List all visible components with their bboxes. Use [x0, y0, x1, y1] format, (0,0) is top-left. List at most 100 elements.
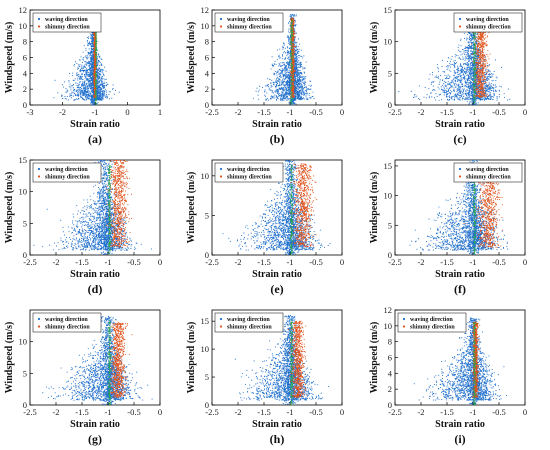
point-waving — [285, 72, 287, 74]
point-waving — [286, 82, 288, 84]
point-waving — [104, 88, 106, 90]
point-waving — [105, 82, 107, 84]
point-waving — [81, 81, 84, 83]
point-waving — [303, 78, 305, 80]
point-waving — [87, 51, 89, 53]
point-waving — [99, 87, 101, 89]
point-waving — [88, 85, 90, 87]
point-waving — [112, 84, 114, 86]
point-waving — [103, 69, 105, 71]
point-waving — [68, 81, 70, 83]
point-waving — [96, 91, 98, 93]
point-shimmy — [94, 63, 96, 65]
point-waving — [90, 77, 92, 79]
point-waving — [282, 68, 284, 70]
point-waving — [75, 82, 77, 84]
point-waving — [78, 90, 80, 92]
point-band — [96, 65, 98, 67]
point-waving — [87, 53, 89, 55]
point-waving — [271, 85, 273, 87]
point-waving — [64, 81, 66, 83]
point-waving — [293, 97, 295, 99]
point-waving — [101, 93, 103, 95]
point-waving — [295, 64, 297, 66]
point-waving — [101, 99, 103, 101]
point-waving — [85, 97, 87, 99]
point-waving — [287, 94, 289, 96]
point-band — [95, 93, 97, 95]
point-waving — [89, 75, 92, 77]
point-shimmy — [94, 32, 96, 34]
point-waving — [284, 69, 286, 71]
point-waving — [77, 85, 79, 87]
point-waving — [104, 90, 106, 92]
point-waving — [70, 89, 72, 91]
point-waving — [79, 89, 81, 91]
point-waving — [256, 87, 258, 89]
point-waving — [80, 88, 82, 90]
point-waving — [297, 83, 300, 85]
point-waving — [91, 84, 93, 87]
point-waving — [90, 42, 92, 44]
point-waving — [294, 72, 296, 75]
point-waving — [91, 88, 93, 90]
point-waving — [278, 62, 280, 64]
point-waving — [282, 76, 284, 78]
point-waving — [103, 92, 105, 94]
point-waving — [298, 81, 300, 83]
point-waving — [91, 61, 93, 63]
point-waving — [86, 93, 88, 95]
point-waving — [90, 36, 92, 38]
point-waving — [272, 95, 274, 98]
point-waving — [295, 53, 297, 55]
point-waving — [288, 94, 290, 96]
point-waving — [80, 73, 82, 75]
point-waving — [283, 81, 285, 83]
point-waving — [286, 89, 288, 92]
point-waving — [271, 95, 273, 97]
point-waving — [101, 85, 103, 87]
point-waving — [288, 42, 290, 44]
point-waving — [91, 72, 93, 74]
point-waving — [280, 95, 282, 97]
point-waving — [288, 64, 291, 66]
point-shimmy — [93, 96, 95, 98]
point-waving — [312, 91, 314, 93]
point-waving — [299, 86, 301, 88]
point-waving — [99, 96, 101, 98]
point-waving — [82, 84, 84, 86]
point-waving — [288, 82, 290, 84]
point-waving — [105, 93, 108, 95]
point-waving — [300, 94, 303, 96]
point-waving — [287, 62, 289, 64]
point-waving — [300, 49, 302, 51]
point-waving — [78, 73, 80, 75]
point-band — [95, 79, 97, 81]
point-waving — [76, 90, 78, 92]
point-waving — [258, 89, 260, 91]
point-waving — [306, 98, 308, 100]
point-waving — [298, 90, 300, 92]
point-waving — [303, 84, 305, 86]
point-waving — [288, 65, 290, 67]
point-waving — [287, 47, 289, 49]
point-waving — [274, 94, 276, 96]
point-waving — [287, 84, 289, 86]
point-waving — [301, 85, 303, 87]
point-waving — [88, 82, 90, 84]
point-waving — [296, 82, 298, 84]
point-waving — [79, 81, 81, 83]
point-waving — [284, 73, 286, 75]
point-waving — [98, 98, 100, 100]
point-waving — [297, 71, 299, 73]
point-waving — [283, 99, 285, 101]
point-waving — [91, 82, 93, 84]
point-waving — [279, 72, 281, 75]
point-waving — [102, 99, 104, 101]
point-waving — [278, 95, 280, 97]
point-waving — [306, 89, 308, 91]
point-band — [96, 47, 98, 49]
point-waving — [84, 89, 86, 91]
point-waving — [85, 55, 87, 57]
point-waving — [100, 95, 102, 97]
